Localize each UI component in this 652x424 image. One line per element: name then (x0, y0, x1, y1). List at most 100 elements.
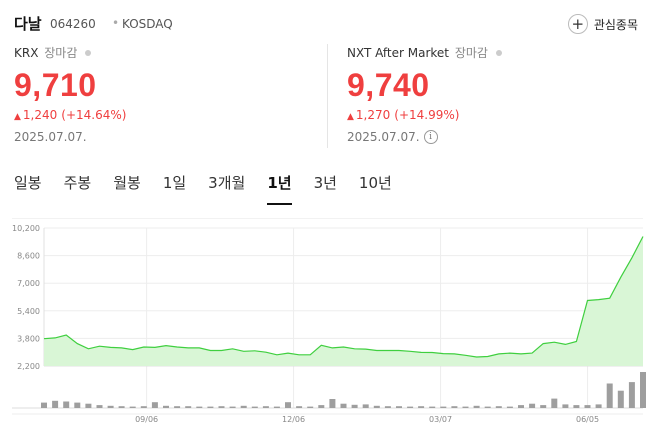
volume-bar (296, 406, 303, 408)
tab-6[interactable]: 3년 (313, 174, 337, 192)
price-chart[interactable]: 10,200 8,600 7,000 5,400 3,800 2,200 09/06 12/0… (0, 217, 652, 424)
krx-header: KRX 장마감 (14, 44, 126, 61)
volume-bar (96, 405, 103, 408)
krx-label: KRX (14, 46, 39, 60)
stock-name: 다날 (14, 15, 42, 33)
x-tick-label: 09/06 (135, 415, 158, 424)
y-tick-label: 2,200 (17, 362, 40, 371)
volume-bar (518, 405, 524, 408)
volume-bar (129, 406, 136, 408)
volume-bar (640, 372, 646, 408)
price-line (43, 236, 644, 358)
volume-bar (52, 400, 59, 408)
volume-bar (107, 405, 114, 408)
tab-2[interactable]: 월봉 (113, 174, 141, 192)
y-tick-label: 10,200 (12, 224, 40, 233)
nxt-quote: NXT After Market 장마감 9,740 ▲ 1,270 (+14.99… (347, 44, 502, 144)
x-tick-label: 12/06 (282, 415, 305, 424)
volume-bar (163, 405, 169, 408)
krx-change-value: 1,240 (22, 108, 58, 122)
volume-bar (351, 404, 358, 408)
tab-0[interactable]: 일봉 (14, 174, 42, 192)
separator-dot: • (112, 16, 120, 30)
tab-4[interactable]: 3개월 (208, 174, 246, 192)
krx-status: 장마감 (44, 46, 78, 60)
volume-bar (429, 406, 436, 408)
nxt-date: 2025.07.07. i (347, 130, 502, 144)
volume-bar (540, 405, 547, 408)
krx-price: 9,710 (14, 67, 97, 103)
volume-bar (41, 402, 47, 408)
volume-bar (373, 405, 380, 408)
volume-bar (262, 406, 269, 408)
nxt-status: 장마감 (454, 46, 488, 60)
volume-bar (74, 402, 81, 408)
krx-change-percent: (+14.64%) (61, 108, 127, 122)
volume-bar (617, 390, 624, 408)
nxt-change-value: 1,270 (355, 108, 391, 122)
info-icon[interactable]: i (423, 130, 438, 144)
volume-bar (140, 406, 147, 408)
volume-bar (218, 406, 225, 408)
y-tick-label: 8,600 (17, 252, 40, 261)
status-dot-icon (85, 50, 92, 56)
volume-bar (340, 403, 347, 408)
status-dot-icon (495, 50, 502, 56)
volume-bar (562, 404, 569, 408)
tab-3[interactable]: 1일 (162, 174, 187, 192)
x-tick-label: 03/07 (429, 415, 452, 424)
volume-bar (318, 405, 325, 408)
krx-quote: KRX 장마감 9,710 ▲ 1,240 (+14.64%) 2025.07.07… (14, 44, 126, 144)
price-area (44, 236, 643, 366)
watchlist-label: 관심종목 (593, 17, 638, 32)
volume-bar (273, 406, 280, 408)
price-chart-svg: 10,200 8,600 7,000 5,400 3,800 2,200 09/06 12/0… (12, 217, 646, 424)
volume-bar (285, 402, 291, 408)
nxt-label: NXT After Market (347, 46, 450, 60)
up-triangle-icon: ▲ (347, 112, 354, 122)
krx-date-text: 2025.07.07. (14, 130, 87, 144)
volume-bar (606, 383, 613, 408)
nxt-header: NXT After Market 장마감 (347, 44, 502, 61)
volume-bar (151, 402, 158, 408)
tab-1[interactable]: 주봉 (63, 174, 92, 192)
volume-bar (329, 399, 336, 408)
period-tabs: 일봉 주봉 월봉 1일 3개월 1년 3년 10년 (14, 172, 414, 205)
nxt-change-percent: (+14.99%) (394, 108, 460, 122)
volume-bar (240, 405, 247, 408)
add-watchlist-button[interactable]: + 관심종목 (567, 12, 638, 36)
volume-bar (529, 403, 536, 408)
volume-bar (484, 406, 491, 408)
volume-bar (118, 406, 125, 408)
volume-bar (451, 406, 458, 408)
up-triangle-icon: ▲ (14, 112, 21, 122)
volume-bar (251, 406, 258, 408)
volume-bar (506, 406, 513, 408)
x-tick-label: 06/05 (576, 415, 599, 424)
volume-bar (63, 401, 70, 408)
y-tick-label: 5,400 (17, 307, 40, 316)
volume-bar (462, 406, 469, 408)
volume-bar (396, 406, 402, 408)
volume-bar (362, 404, 369, 408)
plus-icon: + (567, 14, 588, 34)
volume-bar (196, 406, 203, 408)
volume-bar (418, 406, 425, 408)
volume-bar (185, 406, 192, 408)
nxt-price: 9,740 (347, 67, 430, 103)
nxt-change: ▲ 1,270 (+14.99%) (347, 108, 502, 122)
stock-header: 다날 064260 • KOSDAQ + 관심종목 (14, 12, 638, 38)
krx-change: ▲ 1,240 (+14.64%) (14, 108, 126, 122)
krx-date: 2025.07.07. (14, 130, 126, 144)
volume-bar (407, 406, 414, 408)
volume-bar (384, 406, 391, 408)
volume-bar (229, 406, 236, 408)
tab-7[interactable]: 10년 (358, 174, 392, 192)
volume-bar (440, 406, 447, 408)
volume-bar (473, 405, 480, 408)
nxt-date-text: 2025.07.07. (347, 130, 420, 144)
volume-bar (495, 406, 502, 408)
volume-bar (207, 406, 214, 408)
tab-5[interactable]: 1년 (267, 172, 292, 205)
volume-bar (584, 405, 591, 408)
